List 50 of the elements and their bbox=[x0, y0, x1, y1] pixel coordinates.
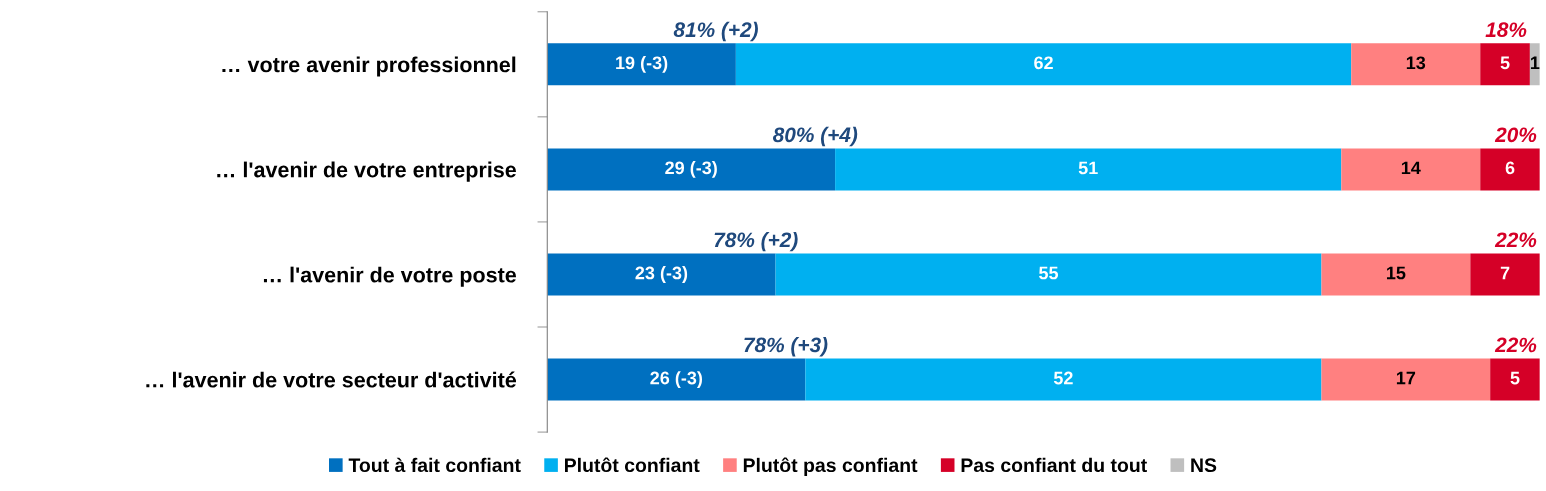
bar bbox=[547, 253, 776, 296]
bar bbox=[1490, 358, 1540, 401]
data-label: 62 bbox=[1034, 56, 1053, 70]
data-label: 26 (-3) bbox=[650, 371, 703, 388]
bar bbox=[1480, 43, 1530, 86]
data-label: 19 (-3) bbox=[616, 55, 668, 73]
y-tick-label: … l'avenir de votre entreprise bbox=[217, 161, 517, 182]
bar bbox=[775, 253, 1322, 296]
legend-label: Plutôt confiant bbox=[565, 457, 700, 473]
legend-label: Plutôt pas confiant bbox=[743, 457, 918, 476]
bar bbox=[547, 358, 806, 401]
y-tick-label: … l'avenir de votre poste bbox=[263, 266, 517, 287]
annotation: 20% bbox=[1494, 127, 1537, 143]
data-label: 15 bbox=[1387, 266, 1406, 280]
bar bbox=[805, 358, 1322, 401]
data-label: 5 bbox=[1500, 56, 1510, 70]
data-label: 14 bbox=[1401, 161, 1421, 175]
data-label: 5 bbox=[1510, 371, 1520, 385]
data-label: 51 bbox=[1078, 161, 1098, 175]
data-label: 17 bbox=[1396, 371, 1416, 385]
annotation: 22% bbox=[1494, 232, 1537, 248]
bar bbox=[547, 43, 736, 86]
data-label: 55 bbox=[1039, 266, 1059, 280]
y-tick-label: … votre avenir professionnel bbox=[222, 56, 516, 77]
bar bbox=[735, 43, 1352, 86]
bar bbox=[835, 148, 1342, 191]
annotation: 78% (+2) bbox=[714, 231, 798, 252]
annotation: 80% (+4) bbox=[772, 126, 858, 147]
data-label: 52 bbox=[1053, 371, 1073, 385]
bar bbox=[1351, 43, 1481, 86]
data-label: 7 bbox=[1500, 266, 1510, 280]
annotation: 78% (+3) bbox=[744, 337, 828, 357]
legend-label: NS bbox=[1191, 458, 1217, 473]
bar bbox=[1480, 148, 1540, 191]
data-label: 29 (-3) bbox=[665, 160, 717, 178]
bar bbox=[1470, 253, 1540, 296]
y-tick-label: … l'avenir de votre secteur d'activité bbox=[146, 371, 517, 388]
data-label: 1 bbox=[1530, 56, 1540, 69]
annotation: 81% (+2) bbox=[673, 21, 758, 42]
legend-label: Pas confiant du tout bbox=[961, 457, 1147, 473]
data-label: 23 (-3) bbox=[635, 266, 688, 283]
data-label: 6 bbox=[1505, 161, 1515, 175]
bar bbox=[1321, 358, 1491, 401]
annotation: 18% bbox=[1485, 22, 1527, 38]
bar bbox=[547, 148, 836, 191]
annotation: 22% bbox=[1494, 337, 1537, 353]
data-label: 13 bbox=[1406, 56, 1426, 70]
bar bbox=[1341, 148, 1481, 191]
legend-label: Tout à fait confiant bbox=[348, 457, 521, 473]
bar bbox=[1321, 253, 1471, 296]
